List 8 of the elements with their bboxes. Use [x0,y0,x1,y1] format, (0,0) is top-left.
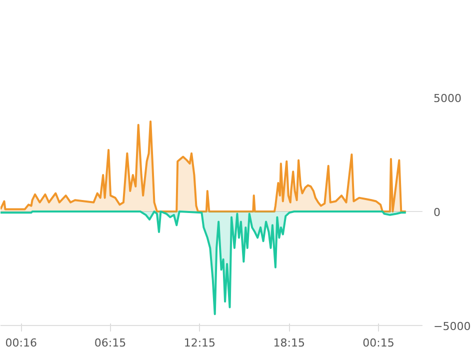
y-tick-label: 5000 [434,92,462,105]
y-tick-label: −5000 [434,320,471,333]
x-tick-label: 00:16 [5,336,37,350]
x-tick-label: 18:15 [273,336,305,350]
x-tick-label: 00:15 [362,336,394,350]
x-tick-label: 06:15 [94,336,126,350]
y-tick-label: 0 [434,206,440,219]
x-tick-label: 12:15 [184,336,216,350]
